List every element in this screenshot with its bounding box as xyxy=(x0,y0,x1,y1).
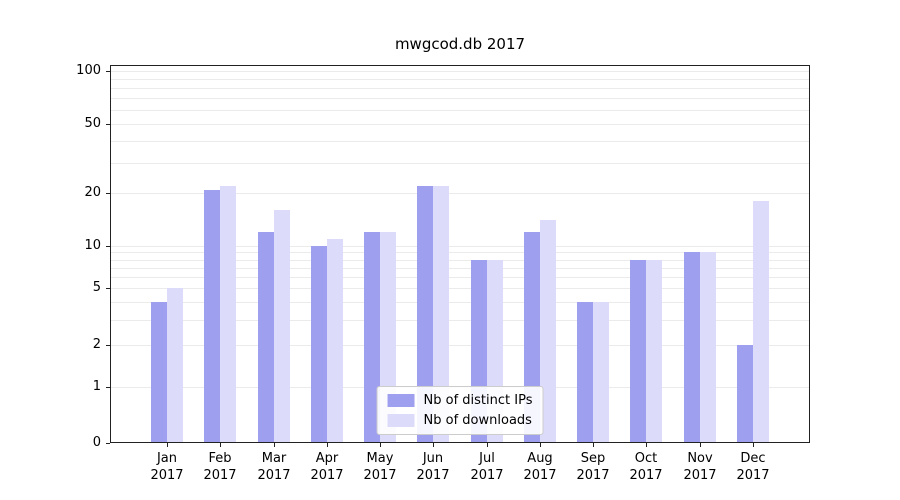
ytick-mark-20 xyxy=(106,193,110,194)
ytick-label-0: 0 xyxy=(92,435,101,450)
xtick-label-jul: Jul 2017 xyxy=(470,451,504,483)
ytick-label-10: 10 xyxy=(84,238,101,253)
legend-swatch-downloads xyxy=(387,414,415,427)
xtick-label-mar: Mar 2017 xyxy=(257,451,291,483)
legend-label-downloads: Nb of downloads xyxy=(423,413,532,428)
gridline-2 xyxy=(110,345,810,346)
bar-downloads-oct xyxy=(646,260,662,443)
gridline-6 xyxy=(110,277,810,278)
bar-downloads-feb xyxy=(220,186,236,443)
gridline-10 xyxy=(110,246,810,247)
ytick-mark-100 xyxy=(106,71,110,72)
bar-ips-mar xyxy=(258,232,274,443)
xtick-mark-may xyxy=(380,443,381,447)
gridline-7 xyxy=(110,268,810,269)
gridline-30 xyxy=(110,163,810,164)
ytick-label-1: 1 xyxy=(92,379,101,394)
legend-swatch-distinct-ips xyxy=(387,394,415,407)
xtick-label-may: May 2017 xyxy=(363,451,397,483)
xtick-mark-oct xyxy=(646,443,647,447)
bar-ips-may xyxy=(364,232,380,443)
xtick-mark-mar xyxy=(274,443,275,447)
gridline-8 xyxy=(110,260,810,261)
legend-item-distinct-ips: Nb of distinct IPs xyxy=(387,393,533,408)
bar-ips-oct xyxy=(630,260,646,443)
gridline-40 xyxy=(110,141,810,142)
bar-ips-dec xyxy=(737,345,753,443)
legend: Nb of distinct IPs Nb of downloads xyxy=(376,386,544,435)
bar-downloads-jun xyxy=(433,186,449,443)
gridline-90 xyxy=(110,79,810,80)
gridline-3 xyxy=(110,320,810,321)
xtick-label-feb: Feb 2017 xyxy=(203,451,237,483)
bar-ips-nov xyxy=(684,252,700,443)
bar-downloads-nov xyxy=(700,252,716,443)
bar-ips-apr xyxy=(311,246,327,443)
ytick-mark-5 xyxy=(106,288,110,289)
gridline-9 xyxy=(110,252,810,253)
xtick-mark-jun xyxy=(433,443,434,447)
xtick-mark-dec xyxy=(753,443,754,447)
xtick-mark-sep xyxy=(593,443,594,447)
plot-area xyxy=(110,65,810,443)
ytick-mark-2 xyxy=(106,345,110,346)
ytick-label-5: 5 xyxy=(92,280,101,295)
ytick-mark-1 xyxy=(106,387,110,388)
bar-downloads-sep xyxy=(593,302,609,443)
ytick-mark-10 xyxy=(106,246,110,247)
xtick-mark-jul xyxy=(487,443,488,447)
bar-downloads-apr xyxy=(327,239,343,443)
ytick-label-50: 50 xyxy=(84,116,101,131)
gridline-80 xyxy=(110,88,810,89)
ytick-label-2: 2 xyxy=(92,337,101,352)
xtick-label-dec: Dec 2017 xyxy=(736,451,770,483)
gridline-100 xyxy=(110,71,810,72)
ytick-label-100: 100 xyxy=(76,63,101,78)
gridline-50 xyxy=(110,124,810,125)
gridline-20 xyxy=(110,193,810,194)
xtick-label-jun: Jun 2017 xyxy=(416,451,450,483)
gridline-60 xyxy=(110,110,810,111)
xtick-label-apr: Apr 2017 xyxy=(310,451,344,483)
xtick-label-oct: Oct 2017 xyxy=(629,451,663,483)
bar-ips-feb xyxy=(204,190,220,443)
xtick-label-aug: Aug 2017 xyxy=(523,451,557,483)
chart-title: mwgcod.db 2017 xyxy=(394,35,526,53)
bar-downloads-aug xyxy=(540,220,556,443)
bar-downloads-jan xyxy=(167,288,183,443)
ytick-label-20: 20 xyxy=(84,185,101,200)
xtick-mark-apr xyxy=(327,443,328,447)
bar-ips-jan xyxy=(151,302,167,443)
gridline-5 xyxy=(110,288,810,289)
gridline-4 xyxy=(110,302,810,303)
xtick-mark-feb xyxy=(220,443,221,447)
xtick-label-sep: Sep 2017 xyxy=(576,451,610,483)
ytick-mark-0 xyxy=(106,443,110,444)
xtick-label-jan: Jan 2017 xyxy=(150,451,184,483)
legend-label-distinct-ips: Nb of distinct IPs xyxy=(423,393,533,408)
gridline-70 xyxy=(110,98,810,99)
bar-ips-jun xyxy=(417,186,433,443)
bar-downloads-mar xyxy=(274,210,290,443)
legend-item-downloads: Nb of downloads xyxy=(387,413,533,428)
bar-ips-sep xyxy=(577,302,593,443)
xtick-mark-jan xyxy=(167,443,168,447)
xtick-mark-nov xyxy=(700,443,701,447)
xtick-label-nov: Nov 2017 xyxy=(683,451,717,483)
xtick-mark-aug xyxy=(540,443,541,447)
bar-downloads-dec xyxy=(753,201,769,443)
ytick-mark-50 xyxy=(106,124,110,125)
